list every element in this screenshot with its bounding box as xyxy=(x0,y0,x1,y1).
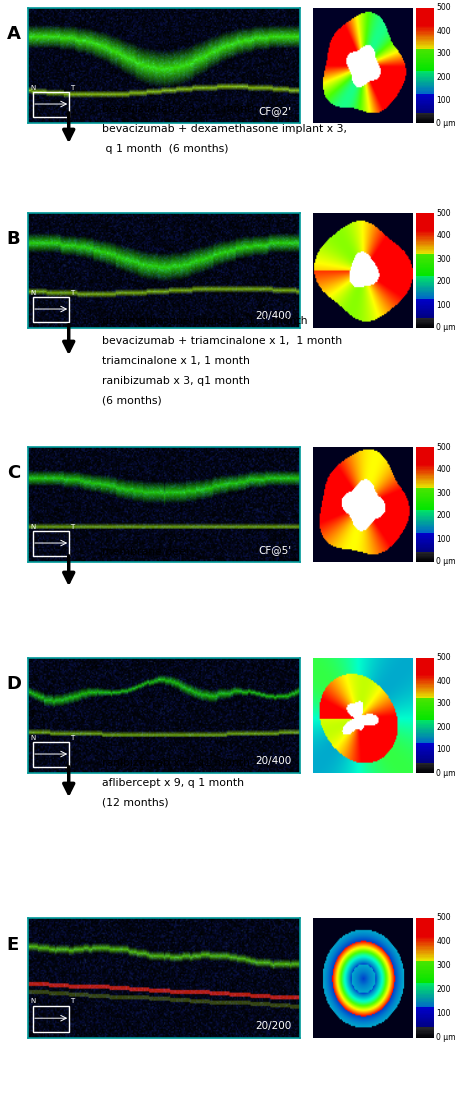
Text: 400: 400 xyxy=(437,465,451,474)
Text: 0 μm: 0 μm xyxy=(437,557,456,566)
Text: ranibizumab x 2, q1 month: ranibizumab x 2, q1 month xyxy=(102,758,250,768)
Text: aflibercept x 9, q 1 month: aflibercept x 9, q 1 month xyxy=(102,778,244,788)
Text: 100: 100 xyxy=(437,1009,451,1018)
Text: 100: 100 xyxy=(437,534,451,544)
Text: 500: 500 xyxy=(437,3,451,12)
Text: 20/200: 20/200 xyxy=(255,1020,292,1030)
Text: 0 μm: 0 μm xyxy=(437,324,456,332)
Text: E: E xyxy=(7,936,19,954)
Text: (6 months): (6 months) xyxy=(102,396,162,406)
Bar xyxy=(34,92,69,117)
Text: T: T xyxy=(70,524,74,530)
Text: 200: 200 xyxy=(437,722,451,731)
Text: triamcinalone x 1, 1 month: triamcinalone x 1, 1 month xyxy=(102,356,250,366)
Text: 200: 200 xyxy=(437,512,451,521)
Text: bevacizumab x 3, q 1 month: bevacizumab x 3, q 1 month xyxy=(102,104,258,114)
Text: 100: 100 xyxy=(437,300,451,309)
Text: N: N xyxy=(31,735,36,741)
Text: 500: 500 xyxy=(437,442,451,451)
Text: 400: 400 xyxy=(437,27,451,35)
Text: q 1 month  (6 months): q 1 month (6 months) xyxy=(102,144,228,154)
Text: bevacizumab + triamcinalone x 1,  1 month: bevacizumab + triamcinalone x 1, 1 month xyxy=(102,336,342,346)
Text: T: T xyxy=(70,85,74,91)
Text: T: T xyxy=(70,735,74,741)
Text: ranibizumab x 3, q1 month: ranibizumab x 3, q1 month xyxy=(102,376,250,386)
Text: N: N xyxy=(31,524,36,530)
Bar xyxy=(34,1006,69,1032)
Text: C: C xyxy=(7,464,20,482)
Text: N: N xyxy=(31,290,36,296)
Text: T: T xyxy=(70,998,74,1004)
Text: CF@5': CF@5' xyxy=(259,545,292,555)
Text: D: D xyxy=(7,675,22,694)
Text: 300: 300 xyxy=(437,489,451,497)
Text: 200: 200 xyxy=(437,277,451,287)
Text: 300: 300 xyxy=(437,50,451,59)
Text: A: A xyxy=(7,25,20,43)
Text: CF@2': CF@2' xyxy=(259,106,292,116)
Bar xyxy=(34,297,69,322)
Text: dexamethasone implant x 1, 1 month: dexamethasone implant x 1, 1 month xyxy=(102,316,308,326)
Text: N: N xyxy=(31,998,36,1004)
Text: 400: 400 xyxy=(437,232,451,240)
Text: 20/400: 20/400 xyxy=(255,311,292,321)
Text: 100: 100 xyxy=(437,95,451,104)
Text: 500: 500 xyxy=(437,208,451,217)
Text: 20/400: 20/400 xyxy=(255,756,292,766)
Bar xyxy=(34,531,69,556)
Text: 300: 300 xyxy=(437,699,451,708)
Text: B: B xyxy=(7,230,20,248)
Text: (12 months): (12 months) xyxy=(102,798,169,808)
Text: 200: 200 xyxy=(437,985,451,995)
Text: 400: 400 xyxy=(437,937,451,946)
Text: 0 μm: 0 μm xyxy=(437,119,456,127)
Text: 500: 500 xyxy=(437,913,451,923)
Text: 500: 500 xyxy=(437,654,451,663)
Text: 200: 200 xyxy=(437,72,451,82)
Text: 300: 300 xyxy=(437,962,451,971)
Text: membrane peel: membrane peel xyxy=(102,547,189,557)
Text: 0 μm: 0 μm xyxy=(437,769,456,778)
Bar xyxy=(34,742,69,767)
Text: 100: 100 xyxy=(437,746,451,755)
Text: bevacizumab + dexamethasone implant x 3,: bevacizumab + dexamethasone implant x 3, xyxy=(102,124,347,134)
Text: T: T xyxy=(70,290,74,296)
Text: N: N xyxy=(31,85,36,91)
Text: 300: 300 xyxy=(437,255,451,264)
Text: 400: 400 xyxy=(437,677,451,686)
Text: 0 μm: 0 μm xyxy=(437,1034,456,1043)
